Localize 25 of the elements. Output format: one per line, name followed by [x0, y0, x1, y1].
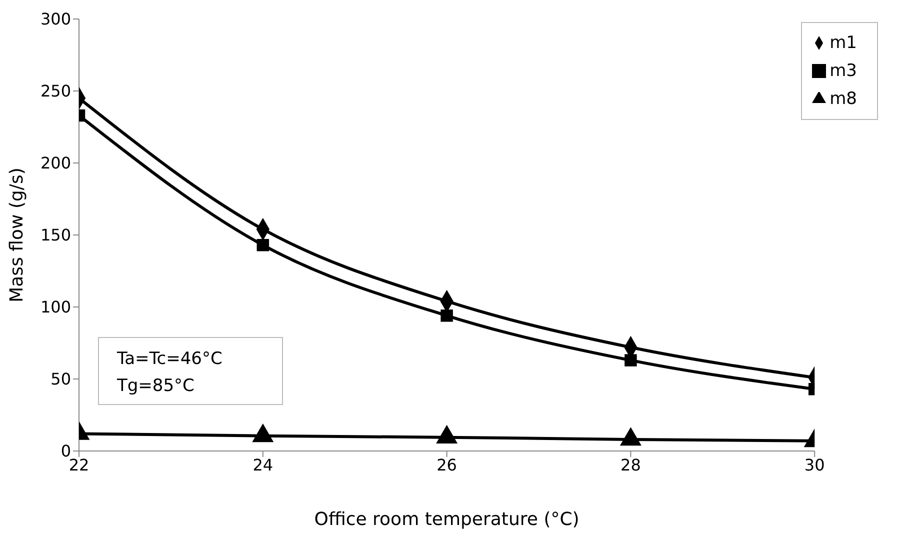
- y-tick-label: 250: [40, 82, 71, 101]
- y-tick-label: 150: [40, 226, 71, 245]
- y-tick-label: 300: [40, 10, 71, 29]
- x-axis-title: Office room temperature (°C): [314, 509, 580, 530]
- legend-label: m3: [830, 61, 857, 81]
- y-tick-label: 200: [40, 154, 71, 173]
- point: [436, 424, 458, 444]
- point: [252, 423, 274, 442]
- note-box: Ta=Tc=46°C Tg=85°C: [98, 337, 283, 405]
- legend-label: m8: [830, 89, 857, 109]
- point: [620, 427, 642, 446]
- x-tick-label: 28: [620, 455, 641, 474]
- x-tick-label: 26: [436, 455, 457, 474]
- y-axis-title: Mass flow (g/s): [6, 168, 28, 302]
- legend-label: m1: [830, 33, 857, 53]
- x-tick-label: 22: [68, 455, 90, 474]
- point: [256, 238, 270, 252]
- x-tick-label: 30: [804, 455, 825, 474]
- x-tick-label: 24: [252, 455, 274, 474]
- y-tick-label: 0: [60, 442, 71, 461]
- annotation: Ta=Tc=46°C: [117, 348, 224, 371]
- annotation: Tg=85°C: [117, 375, 196, 398]
- point: [440, 310, 453, 322]
- y-tick-label: 50: [50, 370, 71, 389]
- y-tick-label: 100: [40, 298, 71, 317]
